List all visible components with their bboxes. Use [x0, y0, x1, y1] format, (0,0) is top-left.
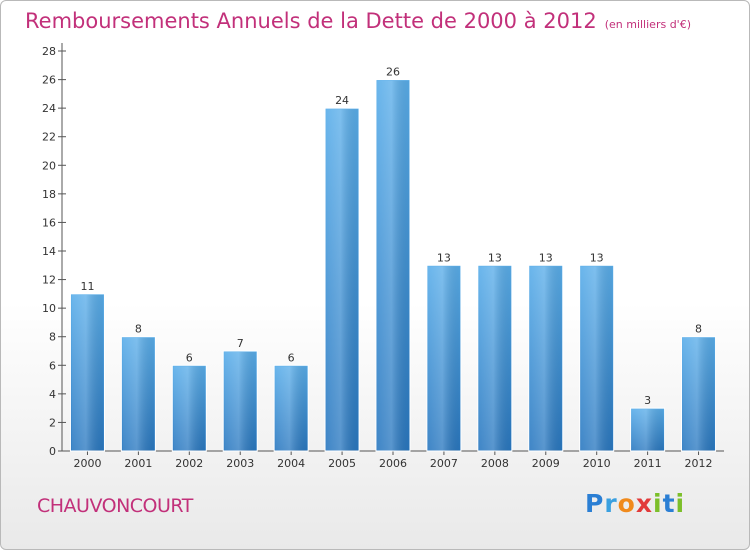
x-tick-label: 2005 — [328, 457, 356, 470]
bar-shine — [478, 266, 511, 451]
proxiti-logo: Proxiti — [585, 489, 685, 518]
y-tick-label: 22 — [42, 131, 56, 144]
data-label: 6 — [288, 351, 295, 364]
y-tick-label: 8 — [49, 331, 56, 344]
data-label: 13 — [590, 251, 604, 264]
logo-letter: t — [662, 489, 676, 518]
data-label: 13 — [539, 251, 553, 264]
x-tick-label: 2001 — [124, 457, 152, 470]
bar-shine — [682, 337, 715, 451]
data-label: 7 — [237, 337, 244, 350]
logo-letter: x — [635, 489, 653, 518]
bar-shine — [71, 294, 104, 451]
data-label: 26 — [386, 66, 400, 79]
x-tick-label: 2008 — [481, 457, 509, 470]
y-tick-label: 24 — [42, 102, 56, 115]
y-tick-label: 4 — [49, 388, 56, 401]
logo-letter: r — [604, 489, 618, 518]
x-tick-label: 2012 — [685, 457, 713, 470]
chart-unit: (en milliers d'€) — [604, 18, 691, 31]
logo-letter: i — [675, 489, 686, 518]
bar-shine — [224, 352, 257, 451]
bar-shine — [326, 109, 359, 452]
logo-letter: i — [653, 489, 663, 518]
y-tick-label: 2 — [49, 416, 56, 429]
chart-title: Remboursements Annuels de la Dette de 20… — [25, 9, 691, 33]
data-label: 3 — [644, 394, 651, 407]
logo-letter: P — [585, 489, 605, 518]
x-tick-label: 2010 — [583, 457, 611, 470]
x-tick-label: 2002 — [175, 457, 203, 470]
logo-letter: o — [617, 489, 636, 518]
y-tick-label: 12 — [42, 274, 56, 287]
bar-shine — [275, 366, 308, 451]
bar-shine — [122, 337, 155, 451]
y-tick-label: 18 — [42, 188, 56, 201]
bar-shine — [427, 266, 460, 451]
labels: 2000 11 2001 8 2002 6 2003 7 2004 6 2005 24 2006 26 20… — [73, 66, 712, 470]
bar-shine — [631, 409, 664, 451]
y-tick-label: 20 — [42, 159, 56, 172]
y-tick-label: 28 — [42, 45, 56, 58]
x-tick-label: 2003 — [226, 457, 254, 470]
bar-shine — [529, 266, 562, 451]
y-tick-label: 0 — [49, 445, 56, 458]
y-tick-label: 16 — [42, 216, 56, 229]
y-tick-label: 6 — [49, 359, 56, 372]
bars — [69, 79, 717, 452]
commune-name: CHAUVONCOURT — [37, 495, 193, 517]
data-label: 8 — [135, 323, 142, 336]
x-tick-label: 2004 — [277, 457, 305, 470]
x-tick-label: 2011 — [634, 457, 662, 470]
x-tick-label: 2000 — [73, 457, 101, 470]
data-label: 24 — [335, 94, 349, 107]
x-tick-label: 2006 — [379, 457, 407, 470]
data-label: 6 — [186, 351, 193, 364]
y-tick-label: 14 — [42, 245, 56, 258]
chart-title-text: Remboursements Annuels de la Dette de 20… — [25, 9, 597, 33]
bar-shine — [580, 266, 613, 451]
x-tick-label: 2007 — [430, 457, 458, 470]
y-tick-label: 10 — [42, 302, 56, 315]
x-tick-label: 2009 — [532, 457, 560, 470]
data-label: 13 — [437, 251, 451, 264]
data-label: 13 — [488, 251, 502, 264]
bar-shine — [173, 366, 206, 451]
y-tick-label: 26 — [42, 74, 56, 87]
data-label: 8 — [695, 323, 702, 336]
data-label: 11 — [80, 280, 94, 293]
bar-shine — [377, 80, 409, 452]
